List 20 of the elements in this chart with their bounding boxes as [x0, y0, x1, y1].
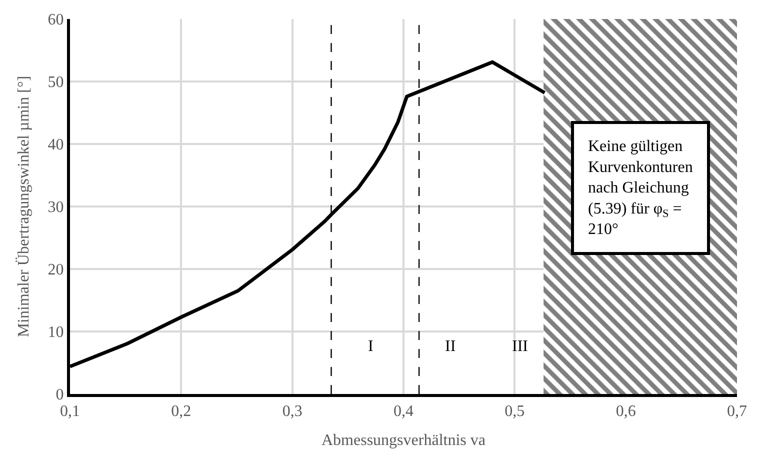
x-tick-label: 0,6	[616, 403, 636, 420]
annotation: II	[445, 338, 456, 355]
text: Keine gültigen Kurvenkonturen nach Gleichung (5.39) für φ$_{S}$ = 210°	[588, 138, 693, 238]
x-tick-label: 0,4	[394, 403, 414, 420]
y-axis-title: Minimaler Übertragungswinkel µmin [°]	[16, 76, 33, 338]
y-tick-label: 50	[48, 74, 64, 92]
y-tick-label: 0	[56, 386, 64, 404]
y-tick-label: 60	[48, 12, 64, 29]
annotation: III	[512, 338, 528, 355]
x-tick-label: 0,2	[171, 403, 192, 420]
x-tick-label: 0,1	[60, 403, 80, 420]
x-tick-label: 0,7	[727, 403, 747, 420]
y-tick-label: 40	[48, 136, 64, 154]
y-tick-label: 20	[48, 262, 64, 279]
x-tick-label: 0,5	[504, 403, 525, 420]
y-tick-label: 30	[48, 199, 64, 216]
x-axis-title: Abmessungsverhältnis va	[322, 432, 486, 449]
x-tick-label: 0,3	[282, 403, 302, 420]
annotation: I	[368, 338, 374, 355]
y-tick-label: 10	[48, 324, 64, 342]
